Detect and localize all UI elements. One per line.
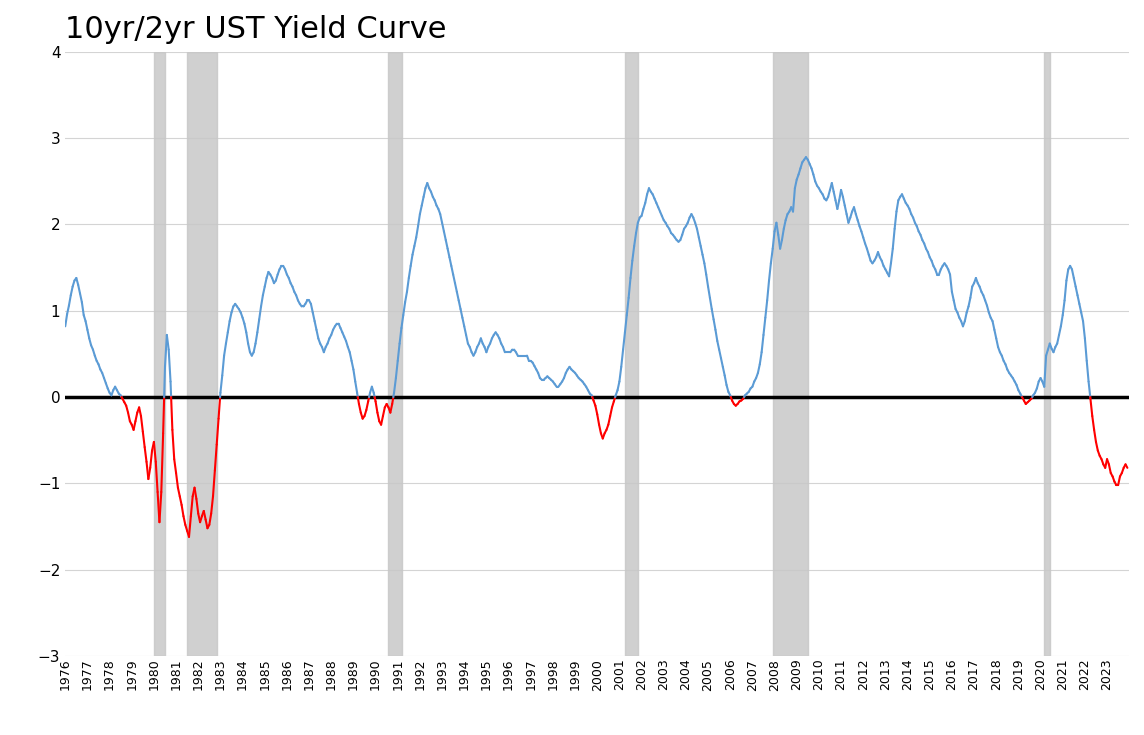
Bar [389, 52, 402, 656]
Bar [1044, 52, 1050, 656]
Bar [625, 52, 638, 656]
Text: 10yr/2yr UST Yield Curve: 10yr/2yr UST Yield Curve [65, 15, 447, 44]
Bar [154, 52, 165, 656]
Bar [188, 52, 216, 656]
Bar [773, 52, 808, 656]
